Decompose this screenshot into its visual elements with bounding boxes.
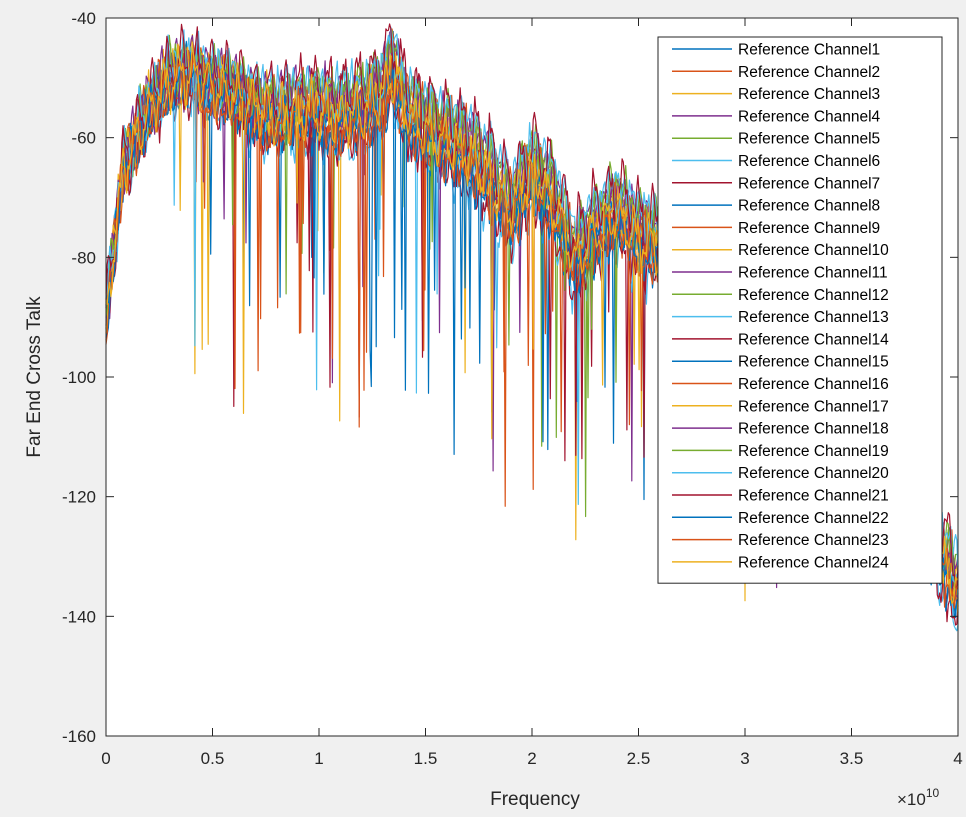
x-tick-label: 2 — [527, 749, 536, 768]
x-axis-label: Frequency — [490, 789, 580, 810]
x-tick-label: 0.5 — [201, 749, 225, 768]
x-tick-label: 1 — [314, 749, 323, 768]
legend: Reference Channel1 Reference Channel2 Refe… — [657, 36, 943, 584]
x-tick-label: 3 — [740, 749, 749, 768]
legend-entry: Reference Channel24 — [738, 554, 889, 571]
legend-entry: Reference Channel17 — [738, 398, 889, 415]
x-axis-exponent-base: ×10 — [897, 790, 926, 809]
legend-entry: Reference Channel11 — [738, 265, 888, 282]
legend-entry: Reference Channel20 — [738, 465, 889, 482]
x-tick-label: 2.5 — [627, 749, 651, 768]
legend-entry: Reference Channel5 — [738, 131, 880, 148]
legend-entry: Reference Channel18 — [738, 421, 889, 438]
legend-entry: Reference Channel15 — [738, 354, 889, 371]
legend-entry: Reference Channel10 — [738, 242, 889, 259]
x-tick-label: 4 — [953, 749, 962, 768]
legend-entry: Reference Channel2 — [738, 64, 880, 81]
y-tick-label: -160 — [62, 727, 96, 746]
legend-box — [657, 36, 943, 584]
x-tick-label: 0 — [101, 749, 110, 768]
legend-entry: Reference Channel14 — [738, 331, 889, 348]
legend-entry: Reference Channel3 — [738, 86, 880, 103]
legend-entry: Reference Channel8 — [738, 198, 880, 215]
legend-entry: Reference Channel4 — [738, 108, 881, 125]
y-tick-label: -40 — [71, 9, 96, 28]
x-axis-exponent-power: 10 — [926, 786, 940, 800]
legend-entry: Reference Channel7 — [738, 175, 880, 192]
x-tick-label: 3.5 — [840, 749, 864, 768]
legend-entry: Reference Channel23 — [738, 532, 889, 549]
legend-entry: Reference Channel13 — [738, 309, 889, 326]
legend-entry: Reference Channel1 — [738, 42, 880, 59]
legend-entry: Reference Channel9 — [738, 220, 880, 237]
axes-layer: 0 0.5 1 1.5 2 2.5 3 3.5 4 -160 -140 -120 -100 -80 -60 -… — [62, 9, 963, 768]
legend-entry: Reference Channel22 — [738, 510, 889, 527]
y-tick-label: -80 — [71, 248, 96, 267]
legend-entry: Reference Channel16 — [738, 376, 889, 393]
y-tick-label: -60 — [71, 129, 96, 148]
y-axis-label: Far End Cross Talk — [24, 296, 45, 458]
legend-entry: Reference Channel6 — [738, 153, 880, 170]
x-axis-exponent: ×1010 — [897, 786, 940, 809]
x-tick-label: 1.5 — [414, 749, 438, 768]
y-tick-label: -140 — [62, 607, 96, 626]
legend-entry: Reference Channel19 — [738, 443, 889, 460]
legend-entry: Reference Channel12 — [738, 287, 889, 304]
y-tick-label: -120 — [62, 488, 96, 507]
y-tick-label: -100 — [62, 368, 96, 387]
legend-entry: Reference Channel21 — [738, 488, 889, 505]
